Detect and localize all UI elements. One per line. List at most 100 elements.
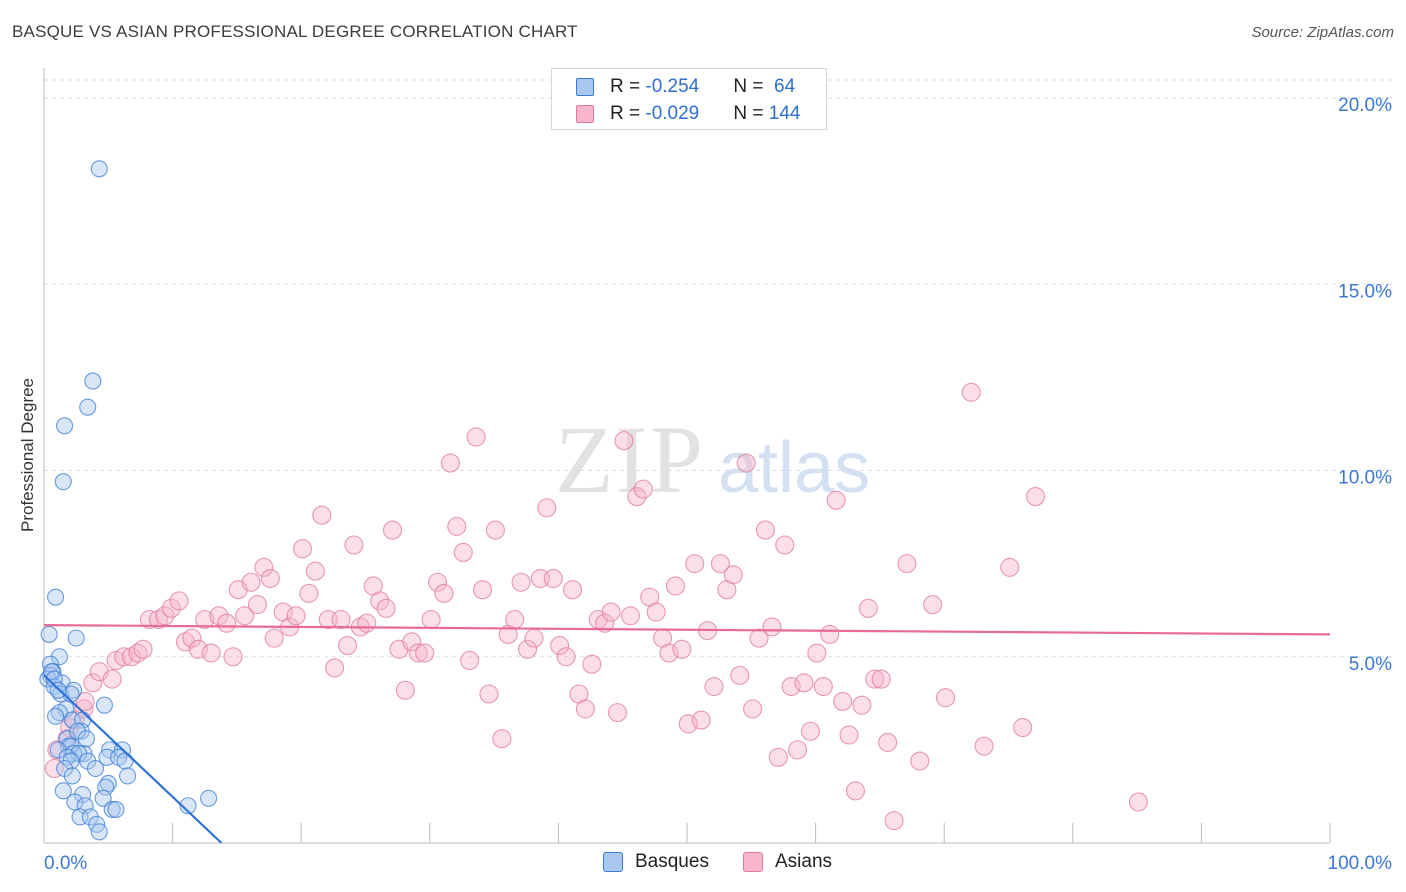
asian-point (466, 427, 486, 447)
legend-item-basques[interactable]: Basques (603, 851, 709, 873)
asian-point (415, 643, 435, 663)
asian-point (878, 732, 898, 752)
trend-lines (43, 623, 1331, 844)
asian-point (382, 520, 403, 540)
basque-point (54, 473, 72, 491)
basque-point (67, 629, 85, 647)
asian-point (858, 598, 878, 618)
tick-labels: 5.0% 10.0% 15.0% 20.0% 0.0% 100.0% (44, 95, 1392, 874)
asian-point (235, 606, 255, 626)
asians-points (44, 382, 1148, 831)
source-label: Source: ZipAtlas.com (1251, 24, 1394, 41)
asian-point (260, 568, 280, 589)
asian-point (1000, 557, 1020, 577)
basque-point (56, 417, 74, 435)
basque-point (98, 748, 116, 766)
basque-point (86, 759, 104, 778)
asian-point (161, 598, 181, 618)
asian-point (188, 639, 208, 659)
legend-r-value: -0.254 (645, 76, 700, 97)
asian-point (460, 650, 480, 671)
legend-r-value: -0.029 (645, 103, 700, 124)
asian-point (627, 487, 647, 507)
asian-point (128, 643, 148, 663)
y-tick-label: 20.0% (1338, 95, 1392, 116)
asian-point (337, 636, 358, 656)
y-tick-label: 10.0% (1338, 468, 1392, 489)
basque-point (47, 707, 65, 725)
asian-point (453, 542, 473, 563)
asian-point (961, 382, 981, 402)
asian-point (556, 647, 576, 667)
asian-point (1013, 717, 1033, 738)
basque-point (76, 797, 94, 815)
asian-point (201, 643, 221, 663)
asian-point (768, 747, 788, 767)
asian-point (517, 639, 538, 659)
asian-point (434, 583, 454, 603)
asian-point (299, 583, 319, 603)
asian-point (807, 643, 827, 663)
asian-point (852, 695, 872, 715)
asian-point (665, 576, 685, 596)
asian-point (537, 498, 557, 518)
asian-point (524, 628, 544, 648)
basque-point (63, 711, 81, 729)
asian-point (633, 479, 653, 499)
asian-point (646, 602, 666, 622)
asians-legend-swatch (743, 852, 763, 872)
series-legend: Basques Asians (0, 851, 1406, 877)
asian-point (543, 568, 563, 589)
asian-point (195, 609, 215, 630)
asians-legend-label: Asians (775, 851, 833, 872)
asian-point (402, 632, 422, 652)
legend-row-basques: R = -0.254 N = 64 (576, 75, 795, 99)
basque-point (45, 670, 63, 688)
asian-point (305, 561, 325, 581)
asian-point (148, 609, 169, 630)
asian-point (755, 520, 775, 540)
y-tick-label: 5.0% (1349, 654, 1392, 675)
asian-point (575, 699, 595, 719)
basque-point (77, 730, 95, 748)
asian-point (845, 781, 866, 801)
asian-point (395, 680, 415, 700)
asian-point (736, 453, 756, 473)
asian-point (813, 676, 833, 697)
basque-point (179, 797, 197, 815)
basque-point (40, 625, 58, 643)
asian-point (743, 699, 763, 719)
asian-point (678, 714, 698, 734)
asian-point (691, 710, 711, 730)
asian-point (505, 609, 525, 630)
asian-point (884, 811, 904, 831)
legend-r-label: R = (610, 76, 646, 97)
asians-trend-line (43, 623, 1331, 636)
asian-point (730, 665, 750, 685)
asian-point (826, 490, 846, 510)
basques-points (39, 160, 218, 841)
asian-point (264, 628, 284, 648)
asian-point (800, 721, 821, 741)
asian-point (775, 535, 795, 555)
basque-point (200, 789, 218, 807)
asian-point (344, 535, 364, 555)
basque-point (119, 767, 137, 785)
asian-point (331, 609, 351, 630)
asian-point (155, 606, 175, 626)
asian-point (44, 758, 64, 779)
asian-point (550, 636, 570, 656)
legend-r-label: R = (610, 103, 646, 124)
asian-point (794, 673, 814, 693)
asian-point (421, 609, 441, 630)
asian-point (376, 598, 396, 618)
asian-point (710, 554, 730, 574)
asian-point (217, 613, 237, 633)
x-tick-label: 100.0% (1328, 853, 1393, 874)
asian-point (865, 669, 885, 689)
legend-item-asians[interactable]: Asians (743, 851, 832, 873)
asian-point (762, 617, 782, 637)
basque-point (95, 696, 113, 714)
asian-point (562, 580, 583, 600)
basque-point (63, 767, 81, 785)
